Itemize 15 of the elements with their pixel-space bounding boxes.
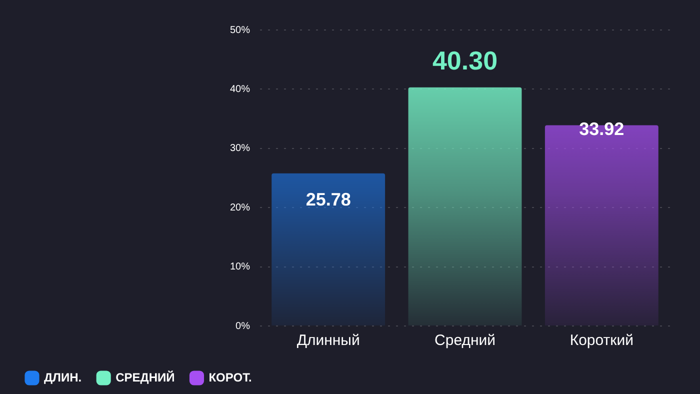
text: 40.30: [432, 46, 498, 76]
y-tick-label: 50%: [230, 24, 250, 36]
legend-label: КОРОТ.: [208, 370, 252, 384]
legend-label: ДЛИН.: [44, 370, 82, 384]
y-tick-label: 40%: [230, 84, 250, 95]
y-tick-label: 0%: [236, 320, 250, 332]
y-tick-label: 20%: [230, 202, 250, 214]
x-tick-label: Короткий: [570, 332, 634, 350]
legend-label: СРЕДНИЙ: [116, 370, 175, 384]
y-tick-label: 10%: [230, 262, 250, 273]
x-tick-label: Средний: [434, 332, 496, 350]
text: 25.78: [306, 189, 351, 210]
text: 33.92: [579, 119, 624, 140]
x-tick-label: Длинный: [296, 332, 360, 350]
y-tick-label: 30%: [230, 143, 250, 154]
